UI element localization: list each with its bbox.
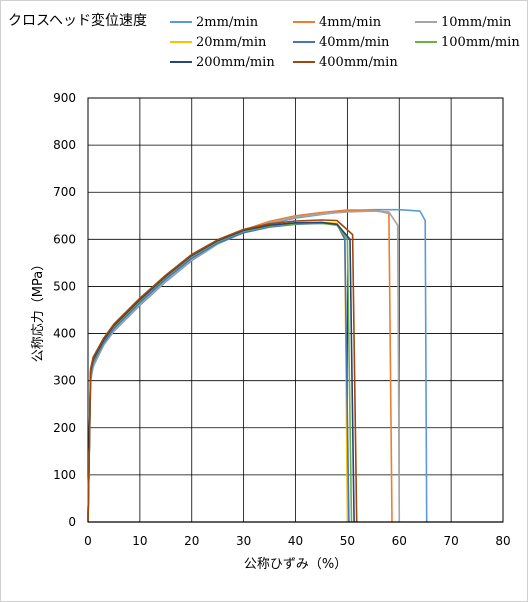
legend-swatch <box>293 61 315 63</box>
legend-label: 200mm/min <box>196 54 275 70</box>
legend-label: 10mm/min <box>441 14 512 30</box>
series-line-400mm-min <box>87 219 358 523</box>
x-tick-label: 0 <box>84 534 92 548</box>
legend-swatch <box>170 61 192 63</box>
legend-label: 100mm/min <box>441 34 520 50</box>
legend-label: 400mm/min <box>319 54 398 70</box>
y-tick-label: 600 <box>53 232 76 246</box>
x-tick-label: 50 <box>340 534 355 548</box>
y-tick-label: 300 <box>53 374 76 388</box>
x-tick-label: 30 <box>236 534 251 548</box>
legend-item: 40mm/min <box>293 34 389 50</box>
legend-item: 200mm/min <box>170 54 275 70</box>
y-tick-label: 0 <box>68 515 76 529</box>
legend-item: 100mm/min <box>415 34 520 50</box>
y-tick-label: 500 <box>53 279 76 293</box>
x-tick-label: 80 <box>495 534 510 548</box>
y-tick-label: 100 <box>53 468 76 482</box>
x-tick-label: 10 <box>132 534 147 548</box>
legend-item: 4mm/min <box>293 14 381 30</box>
legend-swatch <box>415 41 437 43</box>
x-tick-label: 40 <box>288 534 303 548</box>
legend-swatch <box>170 41 192 43</box>
legend-swatch <box>415 21 437 23</box>
x-axis-label: 公称ひずみ（%） <box>244 557 347 572</box>
legend-label: 2mm/min <box>196 14 259 30</box>
legend-label: 4mm/min <box>319 14 382 30</box>
y-tick-label: 700 <box>53 185 76 199</box>
legend-title: クロスヘッド変位速度 <box>8 13 148 29</box>
x-tick-label: 70 <box>443 534 458 548</box>
x-tick-label: 20 <box>184 534 199 548</box>
y-tick-label: 800 <box>53 138 76 152</box>
legend-swatch <box>293 41 315 43</box>
y-axis-label: 公称応力（MPa） <box>31 258 46 362</box>
series-line-200mm-min <box>87 221 355 523</box>
legend-item: 400mm/min <box>293 54 398 70</box>
legend-label: 20mm/min <box>196 34 267 50</box>
legend-item: 2mm/min <box>170 14 258 30</box>
y-tick-label: 900 <box>53 91 76 105</box>
y-tick-label: 400 <box>53 327 76 341</box>
y-tick-label: 200 <box>53 421 76 435</box>
legend-item: 10mm/min <box>415 14 511 30</box>
legend-swatch <box>170 21 192 23</box>
x-tick-label: 60 <box>392 534 407 548</box>
legend-swatch <box>293 21 315 23</box>
legend-label: 40mm/min <box>319 34 390 50</box>
legend-item: 20mm/min <box>170 34 266 50</box>
